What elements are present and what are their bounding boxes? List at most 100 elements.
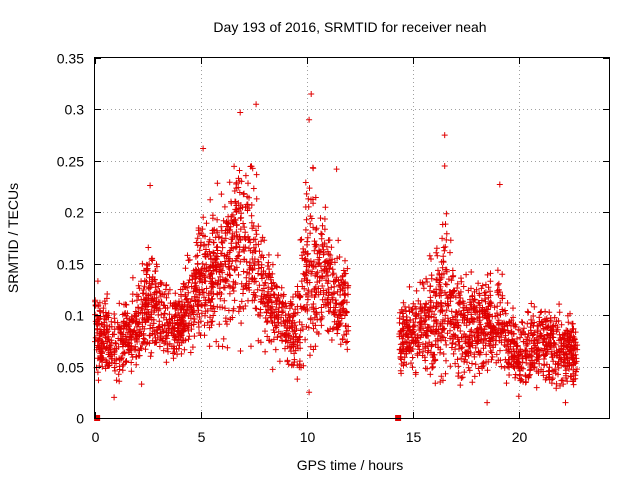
data-point	[94, 321, 101, 328]
data-point	[130, 328, 137, 335]
data-point	[426, 324, 433, 331]
data-point	[138, 296, 145, 303]
data-point	[523, 354, 530, 361]
data-point	[218, 191, 225, 198]
data-point	[104, 362, 111, 368]
data-point	[325, 286, 332, 292]
data-point	[279, 300, 286, 307]
data-point	[528, 300, 535, 307]
data-point	[161, 340, 168, 347]
data-point	[265, 284, 272, 291]
data-point	[120, 361, 127, 368]
data-point	[321, 216, 328, 222]
data-point	[416, 327, 423, 333]
data-point	[572, 351, 579, 358]
data-point	[220, 284, 227, 291]
data-point	[526, 351, 533, 358]
data-point	[303, 216, 310, 223]
data-point	[257, 312, 263, 319]
x-axis-label: GPS time / hours	[297, 457, 404, 473]
data-point	[455, 338, 462, 345]
data-point	[237, 226, 244, 233]
data-point	[237, 258, 244, 265]
data-point	[248, 219, 255, 226]
data-point	[112, 367, 118, 374]
data-point	[530, 364, 537, 371]
data-point	[443, 357, 449, 364]
data-point	[551, 350, 558, 357]
data-point	[323, 243, 330, 250]
data-point	[418, 308, 424, 315]
data-point	[210, 312, 217, 319]
data-point	[447, 249, 453, 256]
data-point	[128, 368, 135, 375]
data-point	[344, 346, 351, 353]
data-point	[181, 346, 188, 353]
data-point	[301, 285, 308, 292]
data-point	[152, 302, 159, 309]
data-point	[152, 268, 159, 274]
data-point	[565, 319, 572, 326]
data-point	[399, 310, 406, 317]
data-point	[253, 101, 260, 108]
data-point	[264, 263, 271, 269]
data-point	[117, 326, 124, 333]
data-point	[413, 313, 420, 320]
data-point	[194, 301, 201, 308]
data-point	[237, 237, 244, 244]
data-point	[430, 329, 437, 336]
data-point	[437, 307, 444, 314]
data-point	[456, 345, 462, 352]
data-point	[211, 250, 217, 257]
data-point	[242, 236, 249, 243]
data-point	[433, 249, 440, 256]
data-point	[455, 322, 462, 329]
data-point	[140, 290, 147, 297]
data-point	[294, 309, 301, 316]
data-point	[521, 325, 527, 332]
data-point	[304, 279, 311, 286]
data-point	[246, 245, 252, 252]
data-point	[100, 329, 107, 336]
data-point	[406, 308, 413, 315]
data-point	[417, 334, 424, 341]
data-point	[302, 204, 309, 210]
data-point	[301, 304, 308, 310]
data-point	[157, 330, 164, 337]
x-tick-label: 10	[300, 429, 316, 445]
data-point	[131, 312, 138, 319]
data-point	[144, 265, 151, 272]
data-point	[563, 351, 570, 358]
data-point	[482, 281, 489, 288]
data-point	[456, 292, 463, 299]
data-point	[269, 285, 276, 292]
data-point	[448, 277, 455, 284]
data-point	[220, 217, 227, 224]
data-point	[322, 258, 329, 265]
data-point	[149, 295, 156, 302]
data-point	[307, 352, 313, 359]
data-point	[92, 298, 99, 305]
data-point	[164, 345, 171, 352]
data-point	[317, 215, 324, 222]
data-point	[184, 324, 191, 331]
data-point	[158, 298, 165, 305]
data-point	[567, 310, 573, 317]
data-point	[550, 368, 557, 375]
data-point	[423, 332, 429, 339]
data-point	[442, 337, 449, 344]
data-point	[531, 303, 538, 310]
data-point	[573, 358, 580, 365]
data-point	[321, 240, 328, 247]
data-point	[432, 305, 439, 312]
data-point	[271, 329, 278, 336]
data-point	[540, 326, 547, 333]
data-point	[499, 320, 506, 327]
data-point	[443, 281, 450, 288]
data-point	[449, 340, 456, 347]
data-point	[196, 231, 203, 237]
data-point	[202, 278, 209, 285]
data-point	[297, 237, 304, 243]
x-tick-label: 0	[92, 429, 100, 445]
